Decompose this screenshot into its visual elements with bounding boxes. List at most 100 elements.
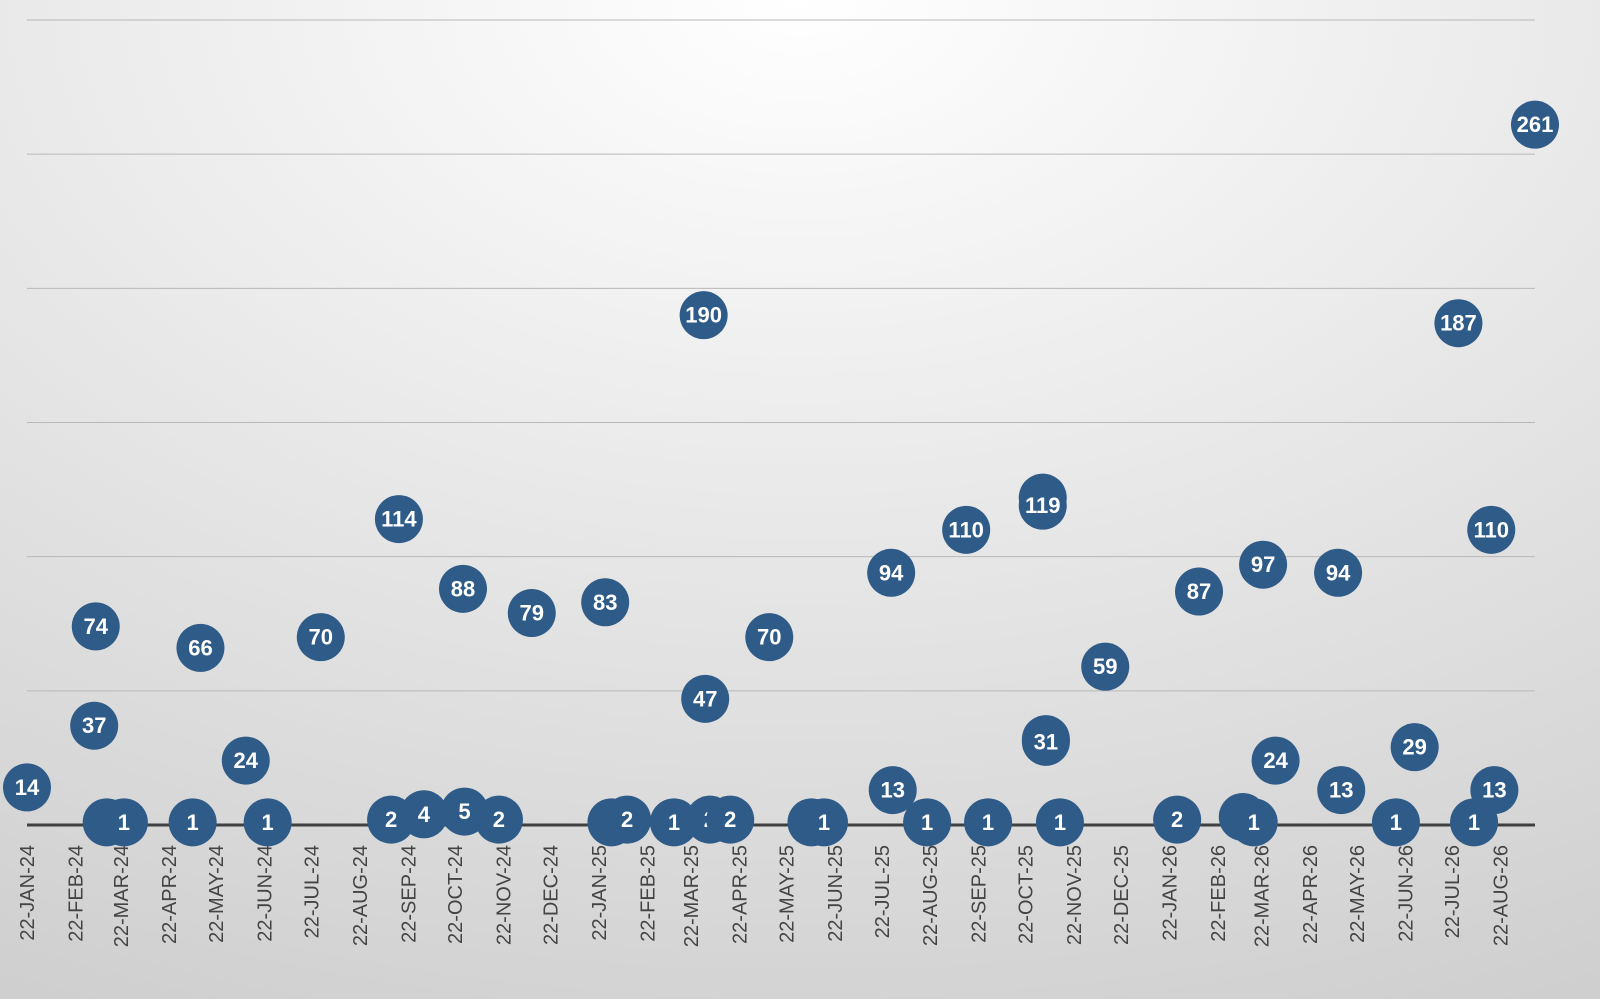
data-label: 1: [1054, 810, 1066, 835]
data-point: [1434, 299, 1483, 348]
data-point: [1021, 717, 1070, 766]
data-label: 1: [982, 810, 994, 835]
data-point: [374, 495, 423, 544]
data-label: 13: [1329, 778, 1353, 803]
x-tick-label: 22-FEB-26: [1208, 845, 1230, 942]
data-point: [964, 798, 1013, 847]
data-label: 1: [818, 810, 830, 835]
data-point: [71, 602, 120, 651]
data-label: 24: [1263, 748, 1288, 773]
data-label: 190: [685, 303, 722, 328]
x-tick-label: 22-NOV-25: [1064, 845, 1086, 945]
data-label: 37: [82, 713, 106, 738]
data-point: [399, 790, 448, 839]
data-label: 4: [418, 802, 431, 827]
data-point: [221, 736, 270, 785]
data-point: [603, 795, 652, 844]
x-tick-label: 22-SEP-24: [398, 845, 420, 943]
data-label: 94: [1326, 560, 1351, 585]
x-tick-label: 22-JUL-24: [301, 845, 323, 938]
data-point: [1239, 540, 1288, 589]
data-label: 1: [187, 810, 199, 835]
x-tick-label: 22-MAY-26: [1347, 845, 1369, 943]
data-point: [581, 578, 630, 627]
data-point: [799, 798, 848, 847]
x-tick-label: 22-APR-24: [159, 845, 181, 944]
data-point: [176, 623, 225, 672]
data-point: [1470, 766, 1519, 815]
x-tick-label: 22-OCT-25: [1016, 845, 1038, 944]
data-label: 87: [1187, 579, 1211, 604]
data-label: 2: [621, 807, 633, 832]
data-point: [99, 798, 148, 847]
data-label: 114: [381, 507, 417, 532]
data-label: 70: [309, 625, 333, 650]
x-tick-label: 22-APR-26: [1300, 845, 1322, 944]
data-label: 2: [493, 807, 505, 832]
x-tick-label: 22-AUG-24: [350, 845, 372, 946]
data-label: 1: [1390, 810, 1402, 835]
data-label: 1: [668, 810, 680, 835]
data-label: 24: [234, 748, 259, 773]
data-point: [1317, 766, 1366, 815]
data-label: 5: [458, 799, 470, 824]
data-label: 2: [385, 807, 397, 832]
data-label: 66: [188, 635, 212, 660]
data-label: 94: [879, 560, 904, 585]
data-point: [168, 798, 217, 847]
x-tick-label: 22-MAY-24: [206, 845, 228, 943]
data-point: [706, 795, 755, 844]
data-point: [1371, 798, 1420, 847]
data-point: [867, 548, 916, 597]
x-tick-label: 22-JUN-26: [1395, 845, 1417, 942]
x-tick-label: 22-MAY-25: [776, 845, 798, 943]
x-tick-label: 22-JUN-24: [255, 845, 277, 942]
x-tick-label: 22-DEC-25: [1111, 845, 1133, 945]
x-tick-label: 22-NOV-24: [494, 845, 516, 945]
data-point: [3, 763, 51, 812]
data-label: 110: [948, 517, 984, 542]
data-point: [1511, 100, 1559, 149]
data-point: [1175, 567, 1224, 616]
data-label: 29: [1402, 735, 1426, 760]
x-tick-label: 22-MAR-24: [111, 845, 133, 947]
data-label: 119: [1025, 493, 1061, 518]
x-tick-label: 22-OCT-24: [445, 845, 467, 944]
data-label: 261: [1517, 112, 1554, 137]
x-tick-label: 22-JAN-24: [17, 845, 39, 941]
data-point: [1229, 798, 1278, 847]
data-point: [1467, 505, 1516, 554]
data-label: 1: [262, 810, 274, 835]
x-tick-label: 22-AUG-26: [1491, 845, 1513, 946]
data-point: [1081, 642, 1130, 691]
x-tick-label: 22-MAR-25: [681, 845, 703, 947]
data-point: [942, 505, 991, 554]
data-label: 83: [593, 590, 617, 615]
data-point: [296, 613, 345, 662]
data-label: 47: [693, 686, 717, 711]
data-point: [649, 798, 698, 847]
data-label: 59: [1093, 654, 1117, 679]
x-tick-label: 22-DEC-24: [541, 845, 563, 945]
x-tick-label: 22-AUG-25: [920, 845, 942, 946]
data-label: 110: [1473, 517, 1509, 542]
data-point: [745, 613, 794, 662]
data-point: [1390, 723, 1439, 772]
data-label: 88: [451, 576, 475, 601]
data-point: [438, 564, 487, 613]
data-label: 13: [1482, 778, 1506, 803]
data-point: [1153, 795, 1202, 844]
data-point: [1251, 736, 1300, 785]
x-tick-label: 22-JUL-25: [872, 845, 894, 938]
data-label: 1: [921, 810, 933, 835]
x-tick-label: 22-FEB-24: [65, 845, 87, 942]
data-label: 2: [724, 807, 736, 832]
data-label: 79: [520, 601, 544, 626]
data-point: [1314, 548, 1363, 597]
data-label: 2: [1171, 807, 1183, 832]
data-label: 70: [757, 625, 781, 650]
x-tick-label: 22-JUL-26: [1442, 845, 1464, 938]
data-label: 13: [880, 778, 904, 803]
x-tick-label: 22-JAN-26: [1159, 845, 1181, 941]
